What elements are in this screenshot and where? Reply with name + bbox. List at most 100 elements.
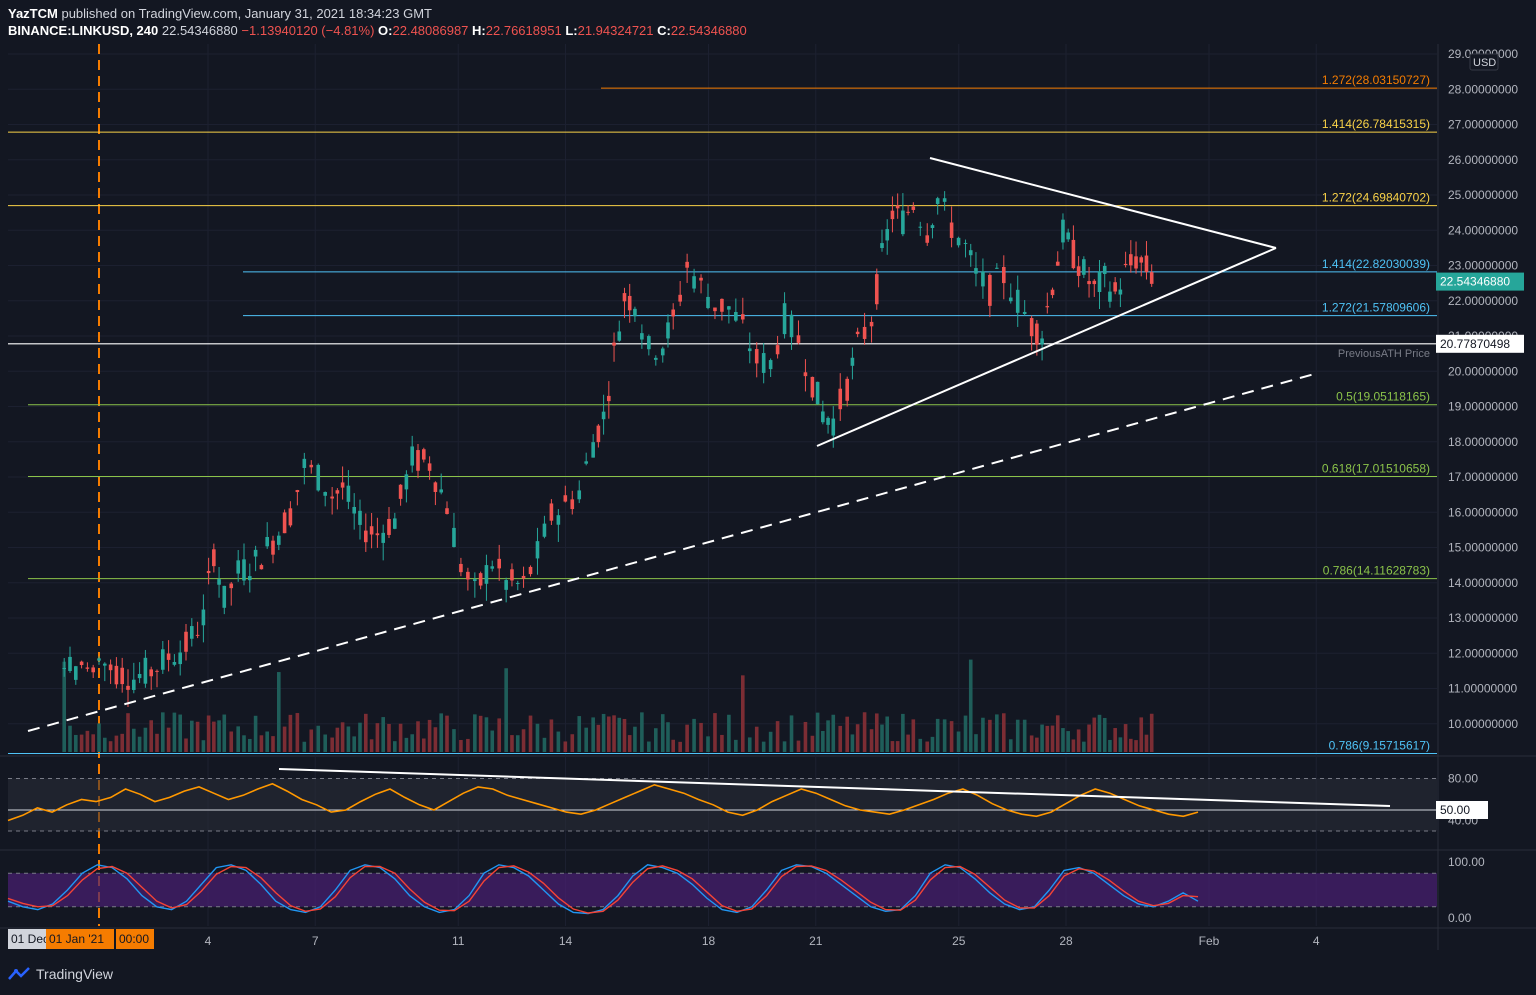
candle-body[interactable] xyxy=(206,570,211,574)
candle-body[interactable] xyxy=(1055,261,1060,266)
candle-body[interactable] xyxy=(398,484,403,499)
candle-body[interactable] xyxy=(974,268,978,274)
candle-body[interactable] xyxy=(190,626,194,639)
candle-body[interactable] xyxy=(490,566,495,569)
candle-body[interactable] xyxy=(855,331,860,335)
candle-body[interactable] xyxy=(1118,289,1123,295)
candle-body[interactable] xyxy=(126,685,130,690)
candle-body[interactable] xyxy=(754,349,759,364)
candle-body[interactable] xyxy=(410,446,414,466)
candle-body[interactable] xyxy=(607,395,611,402)
candle-body[interactable] xyxy=(1040,338,1044,345)
candle-body[interactable] xyxy=(591,442,595,458)
candle-body[interactable] xyxy=(302,458,307,468)
candle-body[interactable] xyxy=(821,411,825,423)
candle-body[interactable] xyxy=(1149,272,1154,284)
candle-body[interactable] xyxy=(108,664,113,671)
candle-body[interactable] xyxy=(601,411,606,420)
candle-body[interactable] xyxy=(452,527,456,547)
candle-body[interactable] xyxy=(874,274,879,305)
candle-body[interactable] xyxy=(1092,280,1097,285)
candle-body[interactable] xyxy=(497,558,501,569)
candle-body[interactable] xyxy=(995,267,999,269)
candle-body[interactable] xyxy=(727,306,731,310)
candle-body[interactable] xyxy=(335,490,340,494)
candle-body[interactable] xyxy=(981,271,985,287)
candle-body[interactable] xyxy=(956,237,961,246)
candle-body[interactable] xyxy=(316,464,321,491)
candle-body[interactable] xyxy=(768,360,773,370)
candle-body[interactable] xyxy=(271,540,275,555)
candle-body[interactable] xyxy=(120,667,124,685)
candle-body[interactable] xyxy=(68,656,72,672)
candle-body[interactable] xyxy=(1129,254,1133,266)
candle-body[interactable] xyxy=(1050,289,1055,296)
candle-body[interactable] xyxy=(838,388,843,410)
candle-body[interactable] xyxy=(542,523,547,537)
candle-body[interactable] xyxy=(1071,239,1076,269)
candle-body[interactable] xyxy=(803,372,808,377)
candle-body[interactable] xyxy=(295,490,300,493)
candle-body[interactable] xyxy=(323,492,327,496)
candle-body[interactable] xyxy=(678,294,682,302)
candle-body[interactable] xyxy=(720,298,724,312)
candle-body[interactable] xyxy=(713,307,717,312)
candle-body[interactable] xyxy=(935,198,940,204)
candle-body[interactable] xyxy=(473,579,477,582)
candle-body[interactable] xyxy=(1045,306,1050,308)
candle-body[interactable] xyxy=(330,496,334,499)
candle-body[interactable] xyxy=(666,322,670,339)
candle-body[interactable] xyxy=(968,250,973,256)
candle-body[interactable] xyxy=(1008,297,1013,302)
candle-body[interactable] xyxy=(393,518,397,529)
candle-body[interactable] xyxy=(265,537,269,547)
candle-body[interactable] xyxy=(114,665,119,685)
rsi-series-line[interactable] xyxy=(7,782,1199,822)
candle-body[interactable] xyxy=(1144,255,1149,273)
candle-body[interactable] xyxy=(577,490,582,500)
candle-body[interactable] xyxy=(1087,281,1091,285)
candle-body[interactable] xyxy=(895,205,900,209)
candle-body[interactable] xyxy=(277,535,281,545)
candle-body[interactable] xyxy=(1029,318,1034,337)
candle-body[interactable] xyxy=(248,576,252,581)
candle-body[interactable] xyxy=(358,510,362,525)
candle-body[interactable] xyxy=(433,482,438,492)
candle-body[interactable] xyxy=(178,652,182,665)
rsi-divergence-trendline[interactable] xyxy=(278,768,1391,807)
candle-body[interactable] xyxy=(826,417,830,425)
candle-body[interactable] xyxy=(172,662,177,665)
candle-body[interactable] xyxy=(137,673,142,679)
candle-body[interactable] xyxy=(212,549,216,567)
candle-body[interactable] xyxy=(1134,256,1138,269)
triangle-upper-trendline[interactable] xyxy=(929,157,1277,249)
candle-body[interactable] xyxy=(1102,265,1107,274)
candle-body[interactable] xyxy=(1097,271,1102,293)
candle-body[interactable] xyxy=(918,226,923,228)
candle-body[interactable] xyxy=(1035,323,1039,345)
candle-body[interactable] xyxy=(906,211,910,213)
candle-body[interactable] xyxy=(149,669,153,677)
stoch-k-line[interactable] xyxy=(7,864,1199,915)
candle-body[interactable] xyxy=(85,667,90,669)
candle-body[interactable] xyxy=(622,293,627,302)
candle-body[interactable] xyxy=(775,345,780,355)
candle-body[interactable] xyxy=(930,225,935,229)
candle-body[interactable] xyxy=(1108,291,1112,302)
candle-body[interactable] xyxy=(685,261,689,268)
candle-body[interactable] xyxy=(103,663,107,666)
candle-body[interactable] xyxy=(845,378,849,401)
candle-body[interactable] xyxy=(340,482,345,488)
triangle-lower-trendline[interactable] xyxy=(816,247,1277,447)
candle-body[interactable] xyxy=(459,563,463,573)
candle-body[interactable] xyxy=(217,579,221,585)
candle-body[interactable] xyxy=(747,348,752,352)
candle-body[interactable] xyxy=(1082,259,1086,275)
candle-body[interactable] xyxy=(963,242,968,244)
candle-body[interactable] xyxy=(942,198,947,202)
candle-body[interactable] xyxy=(381,532,385,543)
candle-body[interactable] xyxy=(699,277,703,281)
candle-body[interactable] xyxy=(1113,282,1117,292)
candle-body[interactable] xyxy=(161,649,165,670)
